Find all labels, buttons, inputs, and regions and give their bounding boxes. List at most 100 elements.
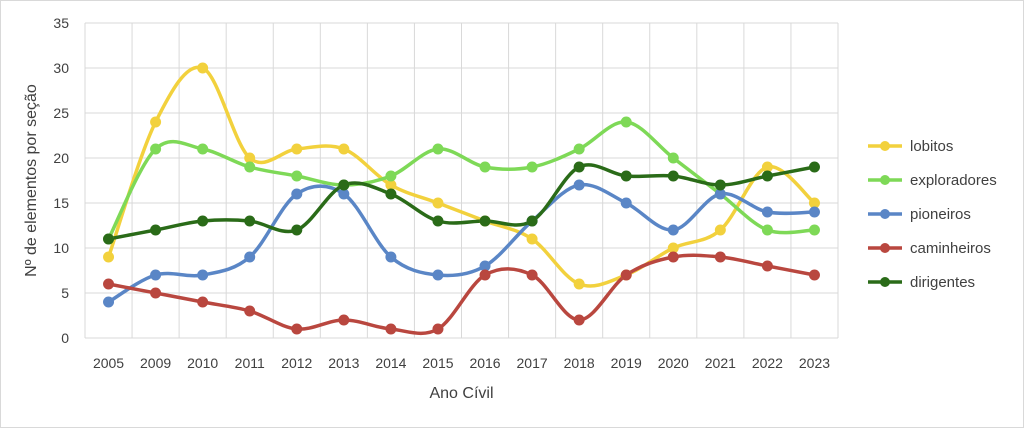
data-point-caminheiros xyxy=(103,278,115,290)
data-point-caminheiros xyxy=(479,269,491,281)
legend-label-pioneiros: pioneiros xyxy=(910,206,971,223)
x-tick-label: 2014 xyxy=(375,355,406,371)
data-point-dirigentes xyxy=(150,224,162,236)
x-axis-title: Ano Cívil xyxy=(429,385,493,402)
legend-label-caminheiros: caminheiros xyxy=(910,240,991,257)
data-point-lobitos xyxy=(338,143,350,155)
data-point-lobitos xyxy=(150,116,162,128)
y-axis-ticks: 0 5 10 15 20 25 30 35 xyxy=(53,15,69,346)
data-point-exploradores xyxy=(526,161,538,173)
legend-marker-caminheiros xyxy=(880,243,890,253)
y-tick-label: 30 xyxy=(53,60,69,76)
data-point-dirigentes xyxy=(291,224,303,236)
y-tick-label: 20 xyxy=(53,150,69,166)
data-point-dirigentes xyxy=(573,161,585,173)
data-point-dirigentes xyxy=(197,215,209,227)
data-point-caminheiros xyxy=(197,296,209,308)
data-point-dirigentes xyxy=(338,179,350,191)
x-tick-label: 2013 xyxy=(328,355,359,371)
data-point-dirigentes xyxy=(479,215,491,227)
data-point-exploradores xyxy=(808,224,820,236)
data-point-lobitos xyxy=(573,278,585,290)
data-point-caminheiros xyxy=(620,269,632,281)
data-point-exploradores xyxy=(291,170,303,182)
data-point-caminheiros xyxy=(526,269,538,281)
data-point-exploradores xyxy=(479,161,491,173)
data-point-caminheiros xyxy=(291,323,303,335)
legend-marker-exploradores xyxy=(880,175,890,185)
legend-marker-dirigentes xyxy=(880,277,890,287)
data-point-lobitos xyxy=(526,233,538,245)
data-point-lobitos xyxy=(291,143,303,155)
data-point-caminheiros xyxy=(244,305,256,317)
y-tick-label: 0 xyxy=(61,330,69,346)
series-points xyxy=(103,62,820,335)
data-point-pioneiros xyxy=(150,269,162,281)
data-point-dirigentes xyxy=(526,215,538,227)
legend-marker-pioneiros xyxy=(880,209,890,219)
legend-marker-lobitos xyxy=(880,141,890,151)
data-point-dirigentes xyxy=(761,170,773,182)
data-point-caminheiros xyxy=(667,251,679,263)
data-point-pioneiros xyxy=(103,296,115,308)
y-tick-label: 10 xyxy=(53,240,69,256)
x-tick-label: 2005 xyxy=(93,355,124,371)
y-axis-title: Nº de elementos por seção xyxy=(23,84,40,277)
data-point-pioneiros xyxy=(291,188,303,200)
data-point-exploradores xyxy=(667,152,679,164)
data-point-lobitos xyxy=(103,251,115,263)
series-line-dirigentes xyxy=(106,163,817,241)
data-point-exploradores xyxy=(385,170,397,182)
data-point-caminheiros xyxy=(338,314,350,326)
data-point-caminheiros xyxy=(808,269,820,281)
y-tick-label: 25 xyxy=(53,105,69,121)
x-tick-label: 2018 xyxy=(564,355,595,371)
data-point-pioneiros xyxy=(573,179,585,191)
data-point-caminheiros xyxy=(714,251,726,263)
x-tick-label: 2011 xyxy=(235,355,265,371)
x-tick-label: 2009 xyxy=(140,355,171,371)
data-point-exploradores xyxy=(150,143,162,155)
data-point-dirigentes xyxy=(667,170,679,182)
data-point-dirigentes xyxy=(244,215,256,227)
legend-label-lobitos: lobitos xyxy=(910,138,953,155)
x-tick-label: 2010 xyxy=(187,355,218,371)
data-point-caminheiros xyxy=(385,323,397,335)
data-point-caminheiros xyxy=(573,314,585,326)
data-point-dirigentes xyxy=(385,188,397,200)
data-point-lobitos xyxy=(432,197,444,209)
data-point-exploradores xyxy=(432,143,444,155)
x-tick-label: 2021 xyxy=(705,355,736,371)
legend-label-exploradores: exploradores xyxy=(910,172,997,189)
x-tick-label: 2017 xyxy=(517,355,548,371)
data-point-exploradores xyxy=(244,161,256,173)
data-point-dirigentes xyxy=(103,233,115,245)
x-tick-label: 2016 xyxy=(469,355,500,371)
data-point-pioneiros xyxy=(667,224,679,236)
data-point-pioneiros xyxy=(620,197,632,209)
x-tick-label: 2020 xyxy=(658,355,689,371)
series-line-pioneiros xyxy=(106,182,817,304)
data-point-lobitos xyxy=(714,224,726,236)
data-point-pioneiros xyxy=(808,206,820,218)
data-point-pioneiros xyxy=(244,251,256,263)
data-point-dirigentes xyxy=(714,179,726,191)
data-point-dirigentes xyxy=(620,170,632,182)
x-tick-label: 2019 xyxy=(611,355,642,371)
data-point-lobitos xyxy=(197,62,209,74)
data-point-pioneiros xyxy=(385,251,397,263)
data-point-pioneiros xyxy=(761,206,773,218)
series-line-caminheiros xyxy=(106,253,817,336)
data-point-exploradores xyxy=(197,143,209,155)
data-point-caminheiros xyxy=(432,323,444,335)
data-point-caminheiros xyxy=(761,260,773,272)
data-point-dirigentes xyxy=(808,161,820,173)
x-axis-ticks: 2005 2009 2010 2011 2012 2013 2014 2015 2016 2017… xyxy=(93,355,830,371)
data-point-exploradores xyxy=(761,224,773,236)
data-point-pioneiros xyxy=(432,269,444,281)
data-point-caminheiros xyxy=(150,287,162,299)
data-point-dirigentes xyxy=(432,215,444,227)
data-point-exploradores xyxy=(573,143,585,155)
